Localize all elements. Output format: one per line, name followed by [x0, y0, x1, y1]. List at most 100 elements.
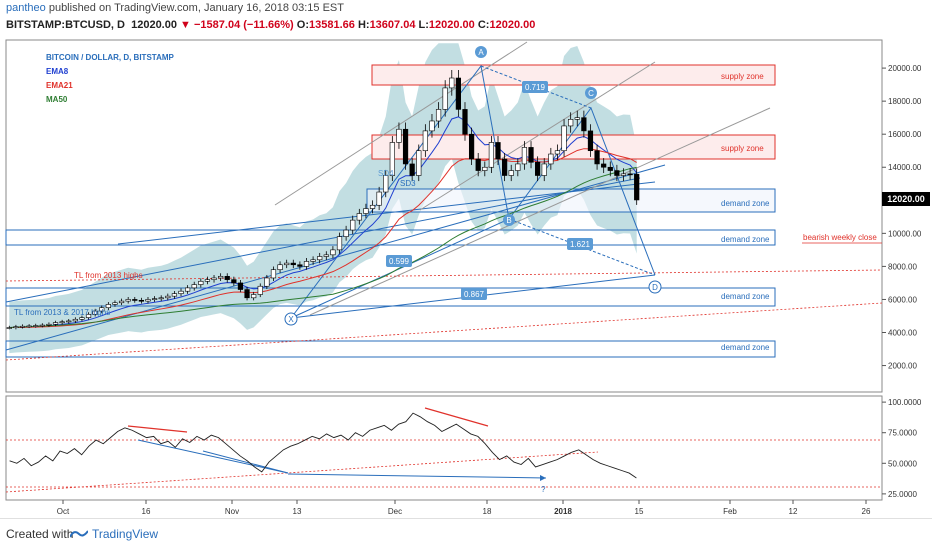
tradingview-logo-icon	[70, 530, 88, 538]
point-d-marker	[648, 280, 662, 294]
legend-ema8: EMA8	[46, 67, 69, 76]
candle-body	[13, 326, 19, 329]
close-label: C:	[477, 19, 490, 31]
candle-body	[33, 325, 39, 327]
pattern-labels: A B C D X 0.719 1.621 0.599 0.867 SD4 SD…	[14, 46, 882, 326]
price-tick-label: 10000.00	[888, 229, 922, 238]
candle-body	[191, 284, 197, 289]
chart-canvas[interactable]: BITCOIN / DOLLAR, D, BITSTAMP EMA8 EMA21…	[0, 0, 932, 518]
candle-body	[145, 299, 151, 302]
candle-body	[151, 298, 158, 300]
candle-body	[138, 299, 144, 302]
candle-body	[336, 236, 343, 251]
demand-zone-2	[5, 229, 776, 246]
bearish-close-label: bearish weekly close	[803, 233, 877, 242]
candle-body	[495, 142, 501, 160]
band-fill	[9, 43, 637, 354]
x-tick-label: 2018	[554, 507, 572, 516]
author-link[interactable]: pantheo	[6, 2, 46, 14]
open-label: O:	[296, 19, 309, 31]
point-a-label: A	[478, 48, 484, 57]
candle-body	[218, 276, 224, 279]
sd3-label: SD3	[400, 179, 416, 188]
candle-body	[455, 77, 461, 110]
candle-body	[574, 117, 580, 120]
candle-body	[607, 166, 613, 171]
tl-2013-2017-label: TL from 2013 & 2017 highs	[14, 308, 110, 317]
candle-body	[171, 293, 178, 297]
candle-body	[449, 77, 455, 89]
candle-body	[125, 299, 131, 302]
bd-line	[508, 218, 656, 276]
candle-body	[535, 161, 541, 176]
candle-body	[132, 299, 138, 301]
created-with: Created with	[6, 527, 74, 541]
demand-zone-label-4: demand zone	[721, 343, 770, 352]
price-tick-label: 8000.00	[888, 262, 917, 271]
supply-zone-2	[371, 134, 776, 160]
candle-body	[363, 208, 369, 214]
ratio-0599-box	[386, 255, 412, 267]
candle-body	[317, 256, 323, 261]
candle-body	[297, 264, 303, 267]
candle-body	[488, 142, 495, 168]
chart-header: pantheo published on TradingView.com, Ja…	[0, 0, 932, 38]
point-d-label: D	[652, 283, 658, 292]
demand-zone-label-3: demand zone	[721, 292, 770, 301]
demand-zone-4	[5, 340, 776, 358]
close-value: 12020.00	[489, 19, 536, 31]
zone-labels: supply zone supply zone demand zone dema…	[721, 72, 770, 352]
ratio-0867: 0.867	[464, 290, 485, 299]
candle-body	[376, 191, 382, 206]
candle-body	[561, 125, 567, 152]
bollinger-band	[9, 43, 637, 354]
down-arrow-icon: ▼	[180, 19, 191, 31]
candle-body	[475, 158, 481, 171]
price-tick-label: 14000.00	[888, 163, 922, 172]
osc-tick-label: 50.0000	[888, 459, 917, 468]
x-tick-label: Dec	[388, 507, 402, 516]
point-b-label: B	[506, 216, 511, 225]
candle-body	[158, 297, 164, 300]
channel-bottom	[309, 107, 771, 316]
candle-body	[244, 289, 250, 299]
x-tick-label: 13	[293, 507, 302, 516]
point-a-marker	[475, 46, 487, 58]
candle-body	[343, 229, 349, 237]
arrow-head-icon	[540, 475, 546, 481]
candle-body	[99, 307, 105, 312]
x-tick-label: 15	[635, 507, 644, 516]
ratio-0867-box	[461, 288, 487, 300]
price-tick-label: 18000.00	[888, 97, 922, 106]
candle-body	[112, 302, 118, 305]
osc-tick-label: 100.0000	[888, 398, 922, 407]
tradingview-link[interactable]: TradingView	[92, 527, 159, 541]
oscillator-pane	[5, 395, 883, 501]
candle-body	[92, 310, 98, 315]
candle-body	[6, 327, 12, 329]
candle-body	[528, 147, 534, 163]
candle-body	[462, 109, 468, 135]
legend-ma50: MA50	[46, 95, 68, 104]
candle-body	[46, 323, 52, 326]
point-x-marker	[284, 312, 298, 326]
candle-body	[548, 153, 554, 165]
candle-body	[290, 262, 296, 266]
candle-body	[66, 320, 72, 323]
candle-body	[627, 173, 633, 176]
ratio-0719-box	[522, 81, 548, 93]
demand-zone-1	[366, 188, 776, 213]
candle-body	[79, 317, 85, 320]
candle-body	[310, 259, 316, 262]
candle-body	[554, 150, 561, 155]
price-change: −1587.04 (−11.66%)	[194, 19, 294, 31]
candle-body	[389, 142, 395, 176]
legend: BITCOIN / DOLLAR, D, BITSTAMP EMA8 EMA21…	[46, 53, 175, 104]
point-c-label: C	[588, 89, 594, 98]
candle-body	[442, 87, 448, 110]
high-value: 13607.04	[369, 19, 416, 31]
candle-body	[198, 280, 204, 285]
high-label: H:	[357, 19, 370, 31]
price-tick-label: 16000.00	[888, 130, 922, 139]
symbol-name: BITSTAMP:BTCUSD, D	[6, 19, 125, 31]
